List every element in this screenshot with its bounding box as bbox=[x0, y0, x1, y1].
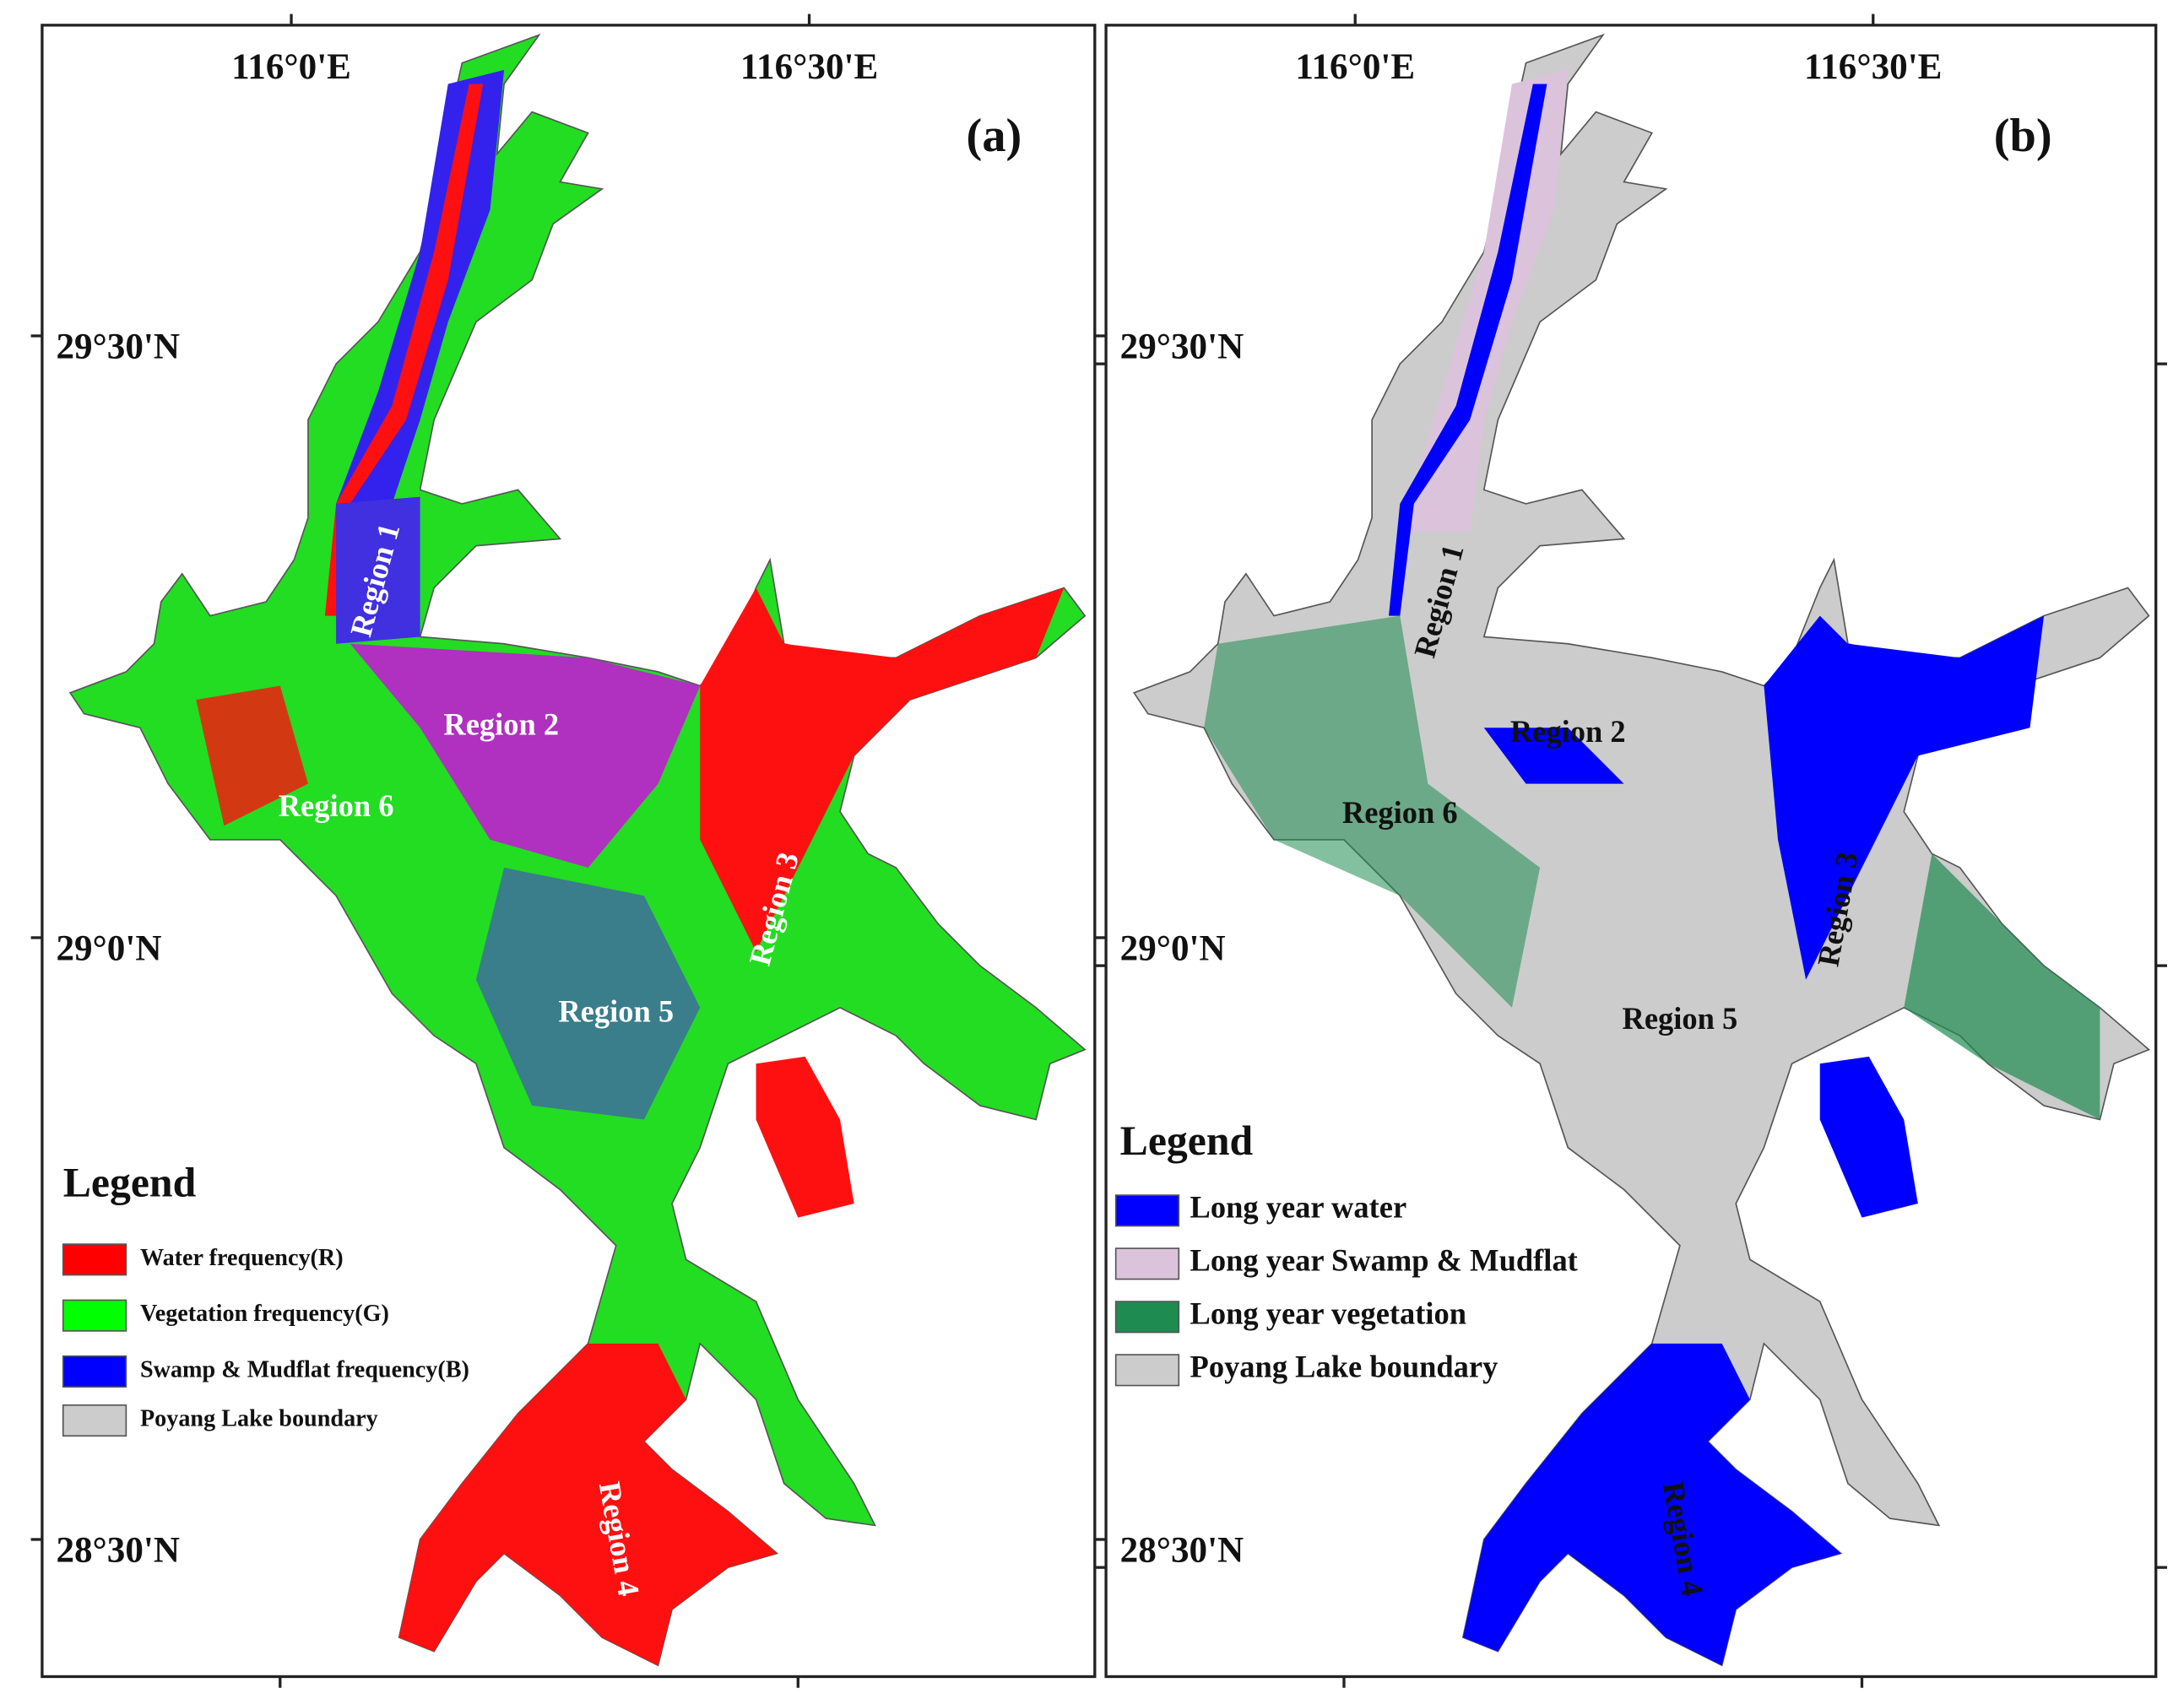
lon-label: 116°0'E bbox=[231, 47, 351, 87]
map-a bbox=[69, 34, 1087, 1667]
legend-item: Water frequency(R) bbox=[140, 1245, 344, 1271]
lat-label: 29°30'N bbox=[1120, 327, 1244, 366]
lat-label: 29°0'N bbox=[56, 928, 161, 968]
lat-label: 29°30'N bbox=[56, 327, 180, 366]
legend-swatch bbox=[62, 1355, 127, 1388]
legend-item: Long year vegetation bbox=[1190, 1297, 1467, 1331]
lon-label: 116°30'E bbox=[740, 47, 878, 87]
frame-a bbox=[41, 24, 1097, 1679]
legend-swatch bbox=[62, 1404, 127, 1437]
legend-item: Long year Swamp & Mudflat bbox=[1190, 1244, 1578, 1278]
legend-title: Legend bbox=[63, 1160, 197, 1206]
lat-label: 29°0'N bbox=[1120, 928, 1226, 968]
legend-swatch bbox=[62, 1243, 127, 1276]
map-b bbox=[1133, 34, 2150, 1667]
frame-b bbox=[1104, 24, 2158, 1679]
legend-title: Legend bbox=[1120, 1117, 1254, 1164]
legend-swatch bbox=[1114, 1354, 1180, 1387]
legend-swatch bbox=[1114, 1247, 1180, 1280]
panel-label: (b) bbox=[1994, 110, 2052, 162]
panel-label: (a) bbox=[967, 110, 1022, 162]
legend-swatch bbox=[1114, 1301, 1180, 1334]
legend-swatch bbox=[1114, 1194, 1180, 1227]
region-label: Region 6 bbox=[1342, 796, 1458, 830]
region-label: Region 2 bbox=[443, 708, 559, 742]
legend-item: Poyang Lake boundary bbox=[1190, 1350, 1498, 1384]
legend-item: Vegetation frequency(G) bbox=[140, 1301, 389, 1327]
legend-item: Poyang Lake boundary bbox=[140, 1405, 378, 1431]
lon-label: 116°0'E bbox=[1295, 47, 1415, 87]
region-label: Region 2 bbox=[1510, 715, 1626, 749]
legend-item: Long year water bbox=[1190, 1191, 1407, 1225]
region-label: Region 5 bbox=[558, 995, 674, 1029]
lat-label: 28°30'N bbox=[56, 1530, 180, 1570]
region-label: Region 5 bbox=[1623, 1002, 1738, 1036]
lon-label: 116°30'E bbox=[1804, 47, 1942, 87]
legend-swatch bbox=[62, 1299, 127, 1332]
lat-label: 28°30'N bbox=[1120, 1530, 1244, 1570]
region-label: Region 6 bbox=[279, 789, 394, 823]
legend-item: Swamp & Mudflat frequency(B) bbox=[140, 1356, 469, 1382]
